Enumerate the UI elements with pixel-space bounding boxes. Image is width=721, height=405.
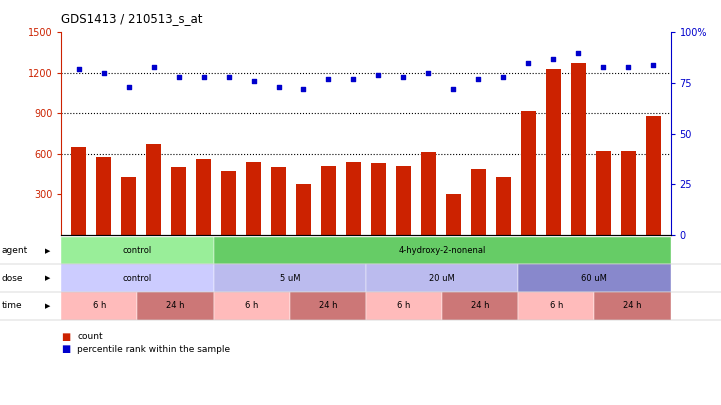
Point xyxy=(622,64,634,70)
Point xyxy=(173,74,185,80)
Text: count: count xyxy=(77,333,103,341)
Text: 5 uM: 5 uM xyxy=(280,274,300,283)
Text: ■: ■ xyxy=(61,344,71,354)
Text: 6 h: 6 h xyxy=(93,301,106,310)
Bar xyxy=(221,171,236,235)
Bar xyxy=(621,151,636,235)
Text: 24 h: 24 h xyxy=(623,301,642,310)
Point xyxy=(547,55,559,62)
Bar xyxy=(521,111,536,235)
Text: 6 h: 6 h xyxy=(245,301,258,310)
Text: control: control xyxy=(123,274,152,283)
Bar xyxy=(71,147,87,235)
Bar xyxy=(296,183,311,235)
Point xyxy=(123,84,135,90)
Point xyxy=(647,62,659,68)
Point xyxy=(73,66,84,72)
Bar xyxy=(396,166,411,235)
Bar xyxy=(446,194,461,235)
Point xyxy=(497,74,509,80)
Bar xyxy=(171,167,186,235)
Point xyxy=(273,84,284,90)
Point xyxy=(423,70,434,76)
Bar xyxy=(96,157,111,235)
Bar xyxy=(596,151,611,235)
Point xyxy=(98,70,110,76)
Text: ▶: ▶ xyxy=(45,303,50,309)
Bar xyxy=(196,159,211,235)
Point xyxy=(373,72,384,78)
Text: control: control xyxy=(123,246,152,255)
Text: dose: dose xyxy=(1,274,23,283)
Point xyxy=(198,74,209,80)
Text: 6 h: 6 h xyxy=(397,301,411,310)
Bar xyxy=(471,169,486,235)
Text: ▶: ▶ xyxy=(45,248,50,254)
Text: 20 uM: 20 uM xyxy=(429,274,455,283)
Bar xyxy=(645,116,660,235)
Point xyxy=(323,76,335,82)
Text: agent: agent xyxy=(1,246,27,255)
Point xyxy=(348,76,359,82)
Text: ▶: ▶ xyxy=(45,275,50,281)
Point xyxy=(248,78,260,84)
Text: 4-hydroxy-2-nonenal: 4-hydroxy-2-nonenal xyxy=(399,246,486,255)
Bar xyxy=(421,152,435,235)
Bar xyxy=(346,162,361,235)
Bar xyxy=(496,177,510,235)
Bar xyxy=(371,163,386,235)
Text: 24 h: 24 h xyxy=(167,301,185,310)
Bar xyxy=(570,64,585,235)
Text: 24 h: 24 h xyxy=(319,301,337,310)
Point xyxy=(223,74,234,80)
Bar xyxy=(271,167,286,235)
Point xyxy=(148,64,159,70)
Text: 24 h: 24 h xyxy=(471,301,490,310)
Point xyxy=(597,64,609,70)
Bar xyxy=(146,145,162,235)
Text: ■: ■ xyxy=(61,332,71,342)
Bar xyxy=(121,177,136,235)
Point xyxy=(298,86,309,92)
Bar xyxy=(321,166,336,235)
Bar xyxy=(246,162,261,235)
Point xyxy=(472,76,484,82)
Bar xyxy=(546,69,561,235)
Text: 60 uM: 60 uM xyxy=(581,274,607,283)
Point xyxy=(523,60,534,66)
Text: 6 h: 6 h xyxy=(549,301,563,310)
Point xyxy=(397,74,409,80)
Text: time: time xyxy=(1,301,22,310)
Text: GDS1413 / 210513_s_at: GDS1413 / 210513_s_at xyxy=(61,12,203,25)
Text: percentile rank within the sample: percentile rank within the sample xyxy=(77,345,230,354)
Point xyxy=(448,86,459,92)
Point xyxy=(572,49,584,56)
